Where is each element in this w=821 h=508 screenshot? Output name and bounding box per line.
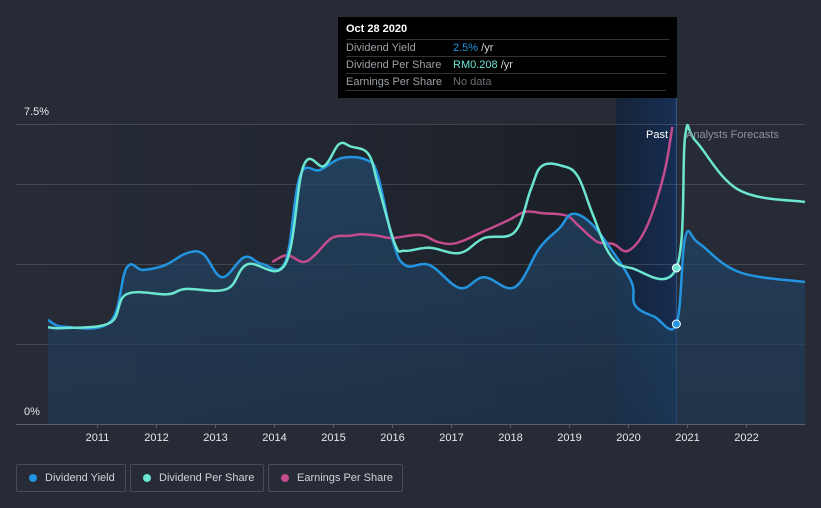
tooltip-value: RM0.208 xyxy=(453,59,498,71)
x-tick-label: 2012 xyxy=(144,432,168,444)
legend-dot-icon xyxy=(281,474,289,482)
tooltip-date: Oct 28 2020 xyxy=(346,23,669,40)
tooltip-value: No data xyxy=(453,76,492,88)
tooltip-row-earnings-per-share: Earnings Per Share No data xyxy=(346,74,666,91)
tooltip-value-wrap: 2.5% /yr xyxy=(453,40,493,56)
dividend-yield-line xyxy=(47,155,806,331)
legend-dividend-yield[interactable]: Dividend Yield xyxy=(16,464,126,492)
past-label: Past xyxy=(646,129,669,141)
series-lines xyxy=(47,123,806,331)
tooltip-unit: /yr xyxy=(478,42,494,54)
x-axis: 2011 2012 2013 2014 2015 2016 2017 2018 2019 2020… xyxy=(16,424,805,444)
tooltip-value-wrap: RM0.208 /yr xyxy=(453,57,513,73)
x-tick-label: 2019 xyxy=(557,432,581,444)
x-tick-label: 2014 xyxy=(262,432,286,444)
dividend-yield-marker xyxy=(671,319,681,329)
hover-tooltip: Oct 28 2020 Dividend Yield 2.5% /yr Divi… xyxy=(338,17,677,98)
yield-area xyxy=(48,157,805,424)
x-tick-label: 2017 xyxy=(439,432,463,444)
y-tick-label-top: 7.5% xyxy=(24,106,50,118)
hover-markers xyxy=(671,263,681,329)
x-tick-label: 2013 xyxy=(203,432,227,444)
legend-label: Earnings Per Share xyxy=(297,472,393,484)
x-tick-label: 2016 xyxy=(380,432,404,444)
legend-label: Dividend Yield xyxy=(45,472,115,484)
tooltip-key: Earnings Per Share xyxy=(346,76,442,88)
yield-area-fill xyxy=(48,157,805,424)
legend-dot-icon xyxy=(29,474,37,482)
legend-dividend-per-share[interactable]: Dividend Per Share xyxy=(130,464,264,492)
legend-dot-icon xyxy=(143,474,151,482)
tooltip-key: Dividend Yield xyxy=(346,42,416,54)
x-tick-label: 2020 xyxy=(616,432,640,444)
dividend-per-share-line xyxy=(47,123,806,330)
x-tick-label: 2021 xyxy=(675,432,699,444)
legend-label: Dividend Per Share xyxy=(159,472,255,484)
tooltip-unit: /yr xyxy=(497,59,513,71)
forecast-label: Analysts Forecasts xyxy=(686,129,779,141)
tooltip-value: 2.5% xyxy=(453,42,479,54)
y-tick-label-zero: 0% xyxy=(24,406,40,418)
tooltip-row-dividend-yield: Dividend Yield 2.5% /yr xyxy=(346,40,666,57)
tooltip-key: Dividend Per Share xyxy=(346,59,442,71)
x-tick-label: 2011 xyxy=(86,432,110,444)
legend-earnings-per-share[interactable]: Earnings Per Share xyxy=(268,464,403,492)
x-tick-label: 2022 xyxy=(734,432,758,444)
dividend-per-share-marker xyxy=(671,263,681,273)
tooltip-row-dividend-per-share: Dividend Per Share RM0.208 /yr xyxy=(346,57,666,74)
x-tick-label: 2018 xyxy=(498,432,522,444)
eps-line xyxy=(271,126,674,264)
x-tick-label: 2015 xyxy=(321,432,345,444)
